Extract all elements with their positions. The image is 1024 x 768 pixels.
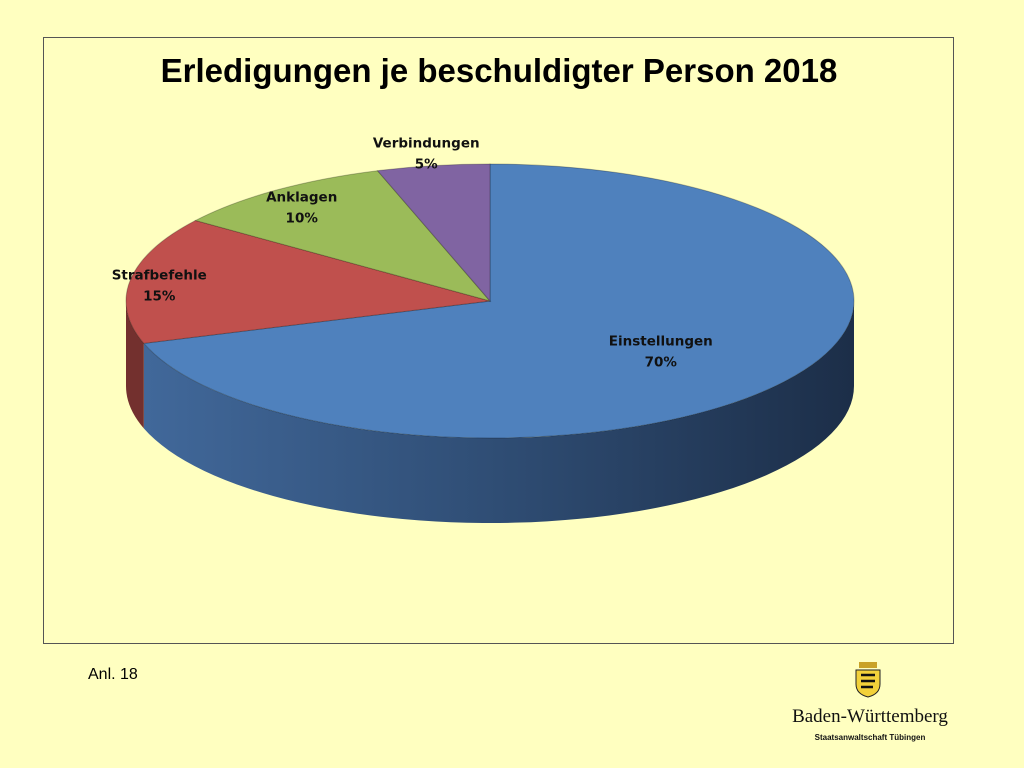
slice-value-anklagen: 10%: [286, 210, 319, 226]
slice-label-verbindungen: Verbindungen: [373, 135, 480, 151]
slice-value-einstellungen: 70%: [645, 355, 678, 371]
pie-slice-einstellungen: [142, 163, 855, 439]
pie-slice-strafbefehle: [125, 219, 491, 344]
pie-sides: [126, 301, 854, 523]
pie-side-strafbefehle: [126, 301, 144, 429]
pie-slice-anklagen: [194, 170, 492, 302]
pie-labels: Einstellungen 70% Strafbefehle 15% Anklagen 1…: [112, 135, 713, 370]
footnote: Anl. 18: [88, 666, 138, 683]
pie-slice-verbindungen: [376, 163, 491, 303]
slice-label-anklagen: Anklagen: [266, 189, 337, 205]
chart-title: Erledigungen je beschuldigter Person 201…: [161, 52, 838, 89]
chart-frame: Erledigungen je beschuldigter Person 201…: [43, 37, 954, 644]
state-name: Baden-Württemberg: [792, 706, 948, 727]
pie-chart: Erledigungen je beschuldigter Person 201…: [112, 52, 855, 523]
office-name: Staatsanwaltschaft Tübingen: [814, 733, 926, 742]
slice-label-einstellungen: Einstellungen: [609, 334, 713, 350]
pie-side-einstellungen: [143, 301, 854, 523]
slice-value-verbindungen: 5%: [415, 156, 438, 172]
pie-tops: [125, 163, 855, 439]
logo-block: Baden-Württemberg Staatsanwaltschaft Tüb…: [780, 662, 960, 752]
slice-label-strafbefehle: Strafbefehle: [112, 267, 207, 283]
slice-value-strafbefehle: 15%: [143, 288, 176, 304]
coat-of-arms-icon: [855, 662, 881, 698]
